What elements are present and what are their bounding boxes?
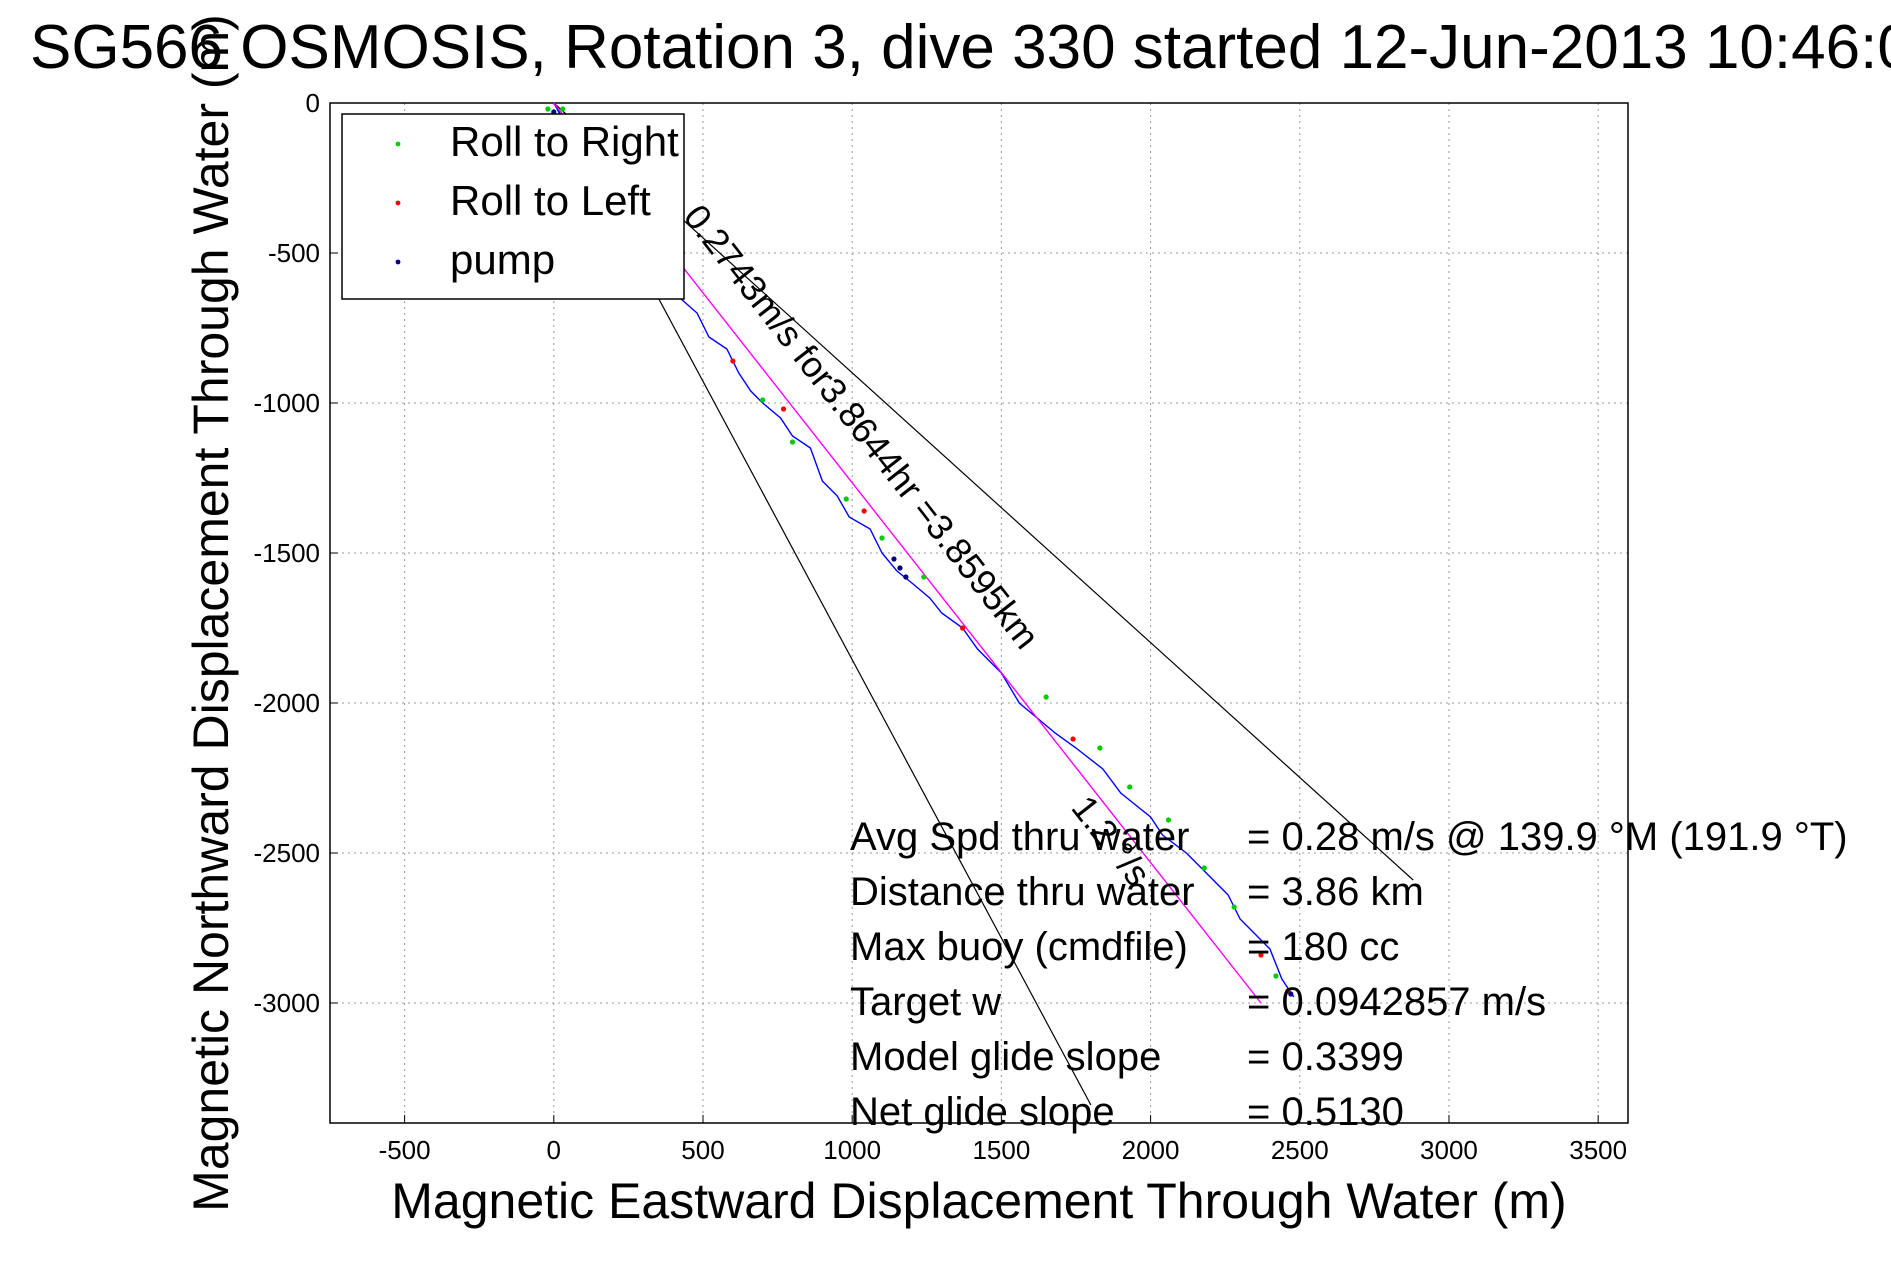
roll-right-point bbox=[1201, 865, 1207, 871]
roll-right-point bbox=[1273, 973, 1279, 979]
stat-label: Target w bbox=[850, 980, 1001, 1024]
legend-entry-label: Roll to Left bbox=[450, 177, 651, 224]
y-tick-label: -1000 bbox=[254, 388, 321, 418]
x-tick-label: 2000 bbox=[1122, 1135, 1180, 1165]
y-tick-label: -3000 bbox=[254, 988, 321, 1018]
roll-right-point bbox=[1231, 904, 1237, 910]
pump-point bbox=[1288, 991, 1294, 997]
stat-value: = 3.86 km bbox=[1247, 870, 1424, 914]
y-tick-label: -500 bbox=[268, 238, 320, 268]
stat-label: Net glide slope bbox=[850, 1090, 1115, 1134]
roll-right-point bbox=[921, 574, 927, 580]
x-tick-label: 3500 bbox=[1569, 1135, 1627, 1165]
x-tick-label: 0 bbox=[547, 1135, 561, 1165]
y-tick-label: -2500 bbox=[254, 838, 321, 868]
roll-right-point bbox=[1127, 784, 1133, 790]
stat-value: = 0.28 m/s @ 139.9 °M (191.9 °T) bbox=[1247, 815, 1848, 859]
roll-right-point bbox=[1165, 817, 1172, 823]
x-tick-label: 1500 bbox=[972, 1135, 1030, 1165]
stat-label: Max buoy (cmdfile) bbox=[850, 925, 1188, 969]
stat-value: = 0.3399 bbox=[1247, 1035, 1404, 1079]
stat-value: = 180 cc bbox=[1247, 925, 1399, 969]
legend-marker bbox=[395, 200, 401, 206]
stat-label: Model glide slope bbox=[850, 1035, 1161, 1079]
roll-right-point bbox=[843, 496, 849, 502]
roll-right-point bbox=[760, 397, 766, 403]
stat-value: = 0.5130 bbox=[1247, 1090, 1404, 1134]
roll-right-point bbox=[560, 106, 566, 112]
stat-label: Distance thru water bbox=[850, 870, 1195, 914]
legend: Roll to Right Roll to Left pump bbox=[341, 113, 685, 300]
roll-left-point bbox=[780, 406, 787, 412]
x-tick-label: 500 bbox=[681, 1135, 724, 1165]
roll-left-point bbox=[959, 625, 966, 631]
plot-frame bbox=[329, 102, 1629, 1124]
legend-marker bbox=[395, 141, 401, 147]
roll-right-point bbox=[789, 439, 796, 445]
roll-right-point bbox=[1097, 745, 1103, 751]
roll-left-point bbox=[1070, 736, 1076, 742]
roll-left-point bbox=[1258, 952, 1264, 958]
x-tick-label: 3000 bbox=[1420, 1135, 1478, 1165]
axis-ticks: -500 0 500 1000 1500 2000 2500 3000 3500 0 -500 -10… bbox=[254, 88, 1628, 1165]
legend-entry-label: Roll to Right bbox=[450, 118, 679, 165]
x-tick-label: 1000 bbox=[823, 1135, 881, 1165]
y-axis-label: Magnetic Northward Displacement Through … bbox=[183, 14, 239, 1212]
y-tick-label: -1500 bbox=[254, 538, 321, 568]
grid bbox=[330, 102, 1628, 1123]
legend-marker bbox=[395, 259, 401, 265]
roll-right-point bbox=[545, 106, 551, 112]
stat-value: = 0.0942857 m/s bbox=[1247, 980, 1546, 1024]
legend-entry-label: pump bbox=[450, 236, 555, 283]
roll-left-point bbox=[730, 358, 736, 364]
annotation-label: 0.2743m/s for3.8644hr =3.8595km bbox=[676, 197, 1048, 657]
pump-point bbox=[891, 556, 897, 562]
x-tick-label: 2500 bbox=[1271, 1135, 1329, 1165]
roll-right-point bbox=[879, 535, 885, 541]
chart-title: SG566 OSMOSIS, Rotation 3, dive 330 star… bbox=[30, 13, 1891, 82]
y-tick-label: -2000 bbox=[254, 688, 321, 718]
x-tick-label: -500 bbox=[379, 1135, 431, 1165]
roll-right-point bbox=[1043, 694, 1049, 700]
pump-point bbox=[903, 574, 909, 580]
cone-line bbox=[553, 102, 1414, 881]
stat-label: Avg Spd thru water bbox=[850, 815, 1189, 859]
series-track-line bbox=[553, 102, 1295, 998]
pump-point bbox=[897, 565, 903, 571]
x-axis-label: Magnetic Eastward Displacement Through W… bbox=[391, 1173, 1566, 1229]
stats-block: Avg Spd thru water = 0.28 m/s @ 139.9 °M … bbox=[850, 815, 1848, 1134]
roll-left-point bbox=[861, 508, 867, 514]
y-tick-label: 0 bbox=[306, 88, 320, 118]
